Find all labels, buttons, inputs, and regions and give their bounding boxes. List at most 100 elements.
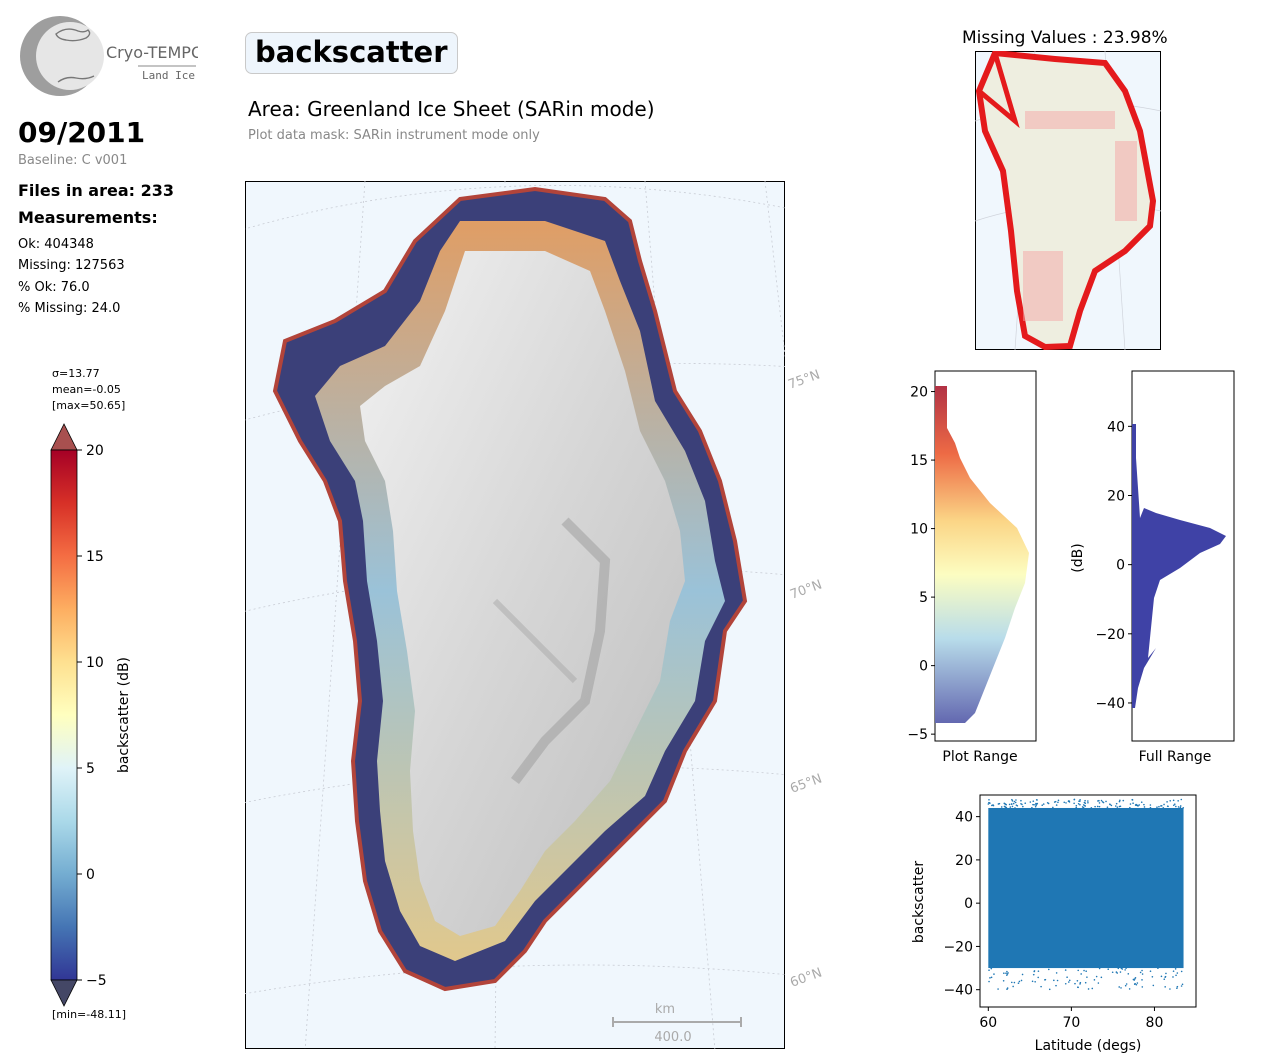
full-range-tick-3: −20 <box>1095 627 1125 643</box>
scatter-point <box>1169 799 1172 802</box>
scatter-point <box>1125 983 1128 985</box>
scatter-point <box>1079 981 1082 984</box>
scatter-point <box>1052 806 1054 809</box>
stat-pct-ok: % Ok: 76.0 <box>18 280 90 295</box>
scatter-point <box>1135 804 1137 807</box>
missing-values-map[interactable] <box>974 49 1163 352</box>
scatter-point <box>1136 982 1139 984</box>
scatter-point <box>1063 801 1066 804</box>
scatter-point <box>1176 987 1178 989</box>
area-title: Area: Greenland Ice Sheet (SARin mode) <box>248 97 655 121</box>
scatter-point <box>1007 972 1009 974</box>
scatter-point <box>1125 967 1127 969</box>
scatter-point <box>1000 806 1003 808</box>
scatter-point <box>993 973 995 975</box>
scatter-point <box>1138 804 1140 806</box>
scatter-point <box>1177 800 1179 802</box>
scatter-point <box>1055 804 1058 806</box>
scatter-point <box>1141 969 1143 972</box>
scatter-point <box>1068 800 1070 802</box>
scatter-point <box>1065 802 1067 804</box>
main-map[interactable]: 80°N75°N70°N65°N60°N 75°N70°N65°N60°N km… <box>204 181 825 1051</box>
scatter-point <box>1157 967 1159 970</box>
scatter-point <box>988 969 990 972</box>
scatter-point <box>1040 985 1042 988</box>
scatter-point <box>1079 983 1081 985</box>
plot-range-tick-5: −5 <box>907 727 928 743</box>
scatter-point <box>1119 971 1122 973</box>
scatter-point <box>1134 982 1136 985</box>
scatter-point <box>1041 804 1044 807</box>
full-range-tick-4: −40 <box>1095 696 1125 712</box>
scatter-point <box>1135 983 1138 986</box>
scatter-point <box>1034 980 1036 983</box>
scatter-point <box>1064 969 1067 971</box>
scatter-point <box>1132 802 1134 804</box>
scatter-point <box>1128 988 1131 990</box>
greenland-data <box>272 186 748 992</box>
scatter-point <box>1077 803 1080 805</box>
scatter-point <box>1139 971 1142 974</box>
scatter-point <box>1102 801 1105 804</box>
scatter-point <box>1034 805 1037 808</box>
full-range-tick-0: 40 <box>1107 419 1125 435</box>
colorbar-min: [min=-48.11] <box>52 1008 127 1021</box>
scatter-point <box>1173 803 1176 805</box>
scatter-ytick-0: 40 <box>955 810 973 826</box>
scatter-point <box>1149 970 1152 973</box>
scatter-point <box>1158 805 1160 808</box>
colorbar: 20 15 10 5 0 −5 backscatter (dB) <box>40 420 160 1010</box>
stat-ok: Ok: 404348 <box>18 237 94 252</box>
cryo-tempo-logo: Cryo-TEMPO Land Ice <box>18 16 204 100</box>
variable-title: backscatter <box>245 32 458 74</box>
scatter-point <box>1013 981 1016 984</box>
scatter-point <box>1107 968 1110 970</box>
scatter-point <box>1047 968 1050 971</box>
full-range-tick-2: 0 <box>1116 558 1125 574</box>
scatter-point <box>1166 801 1168 803</box>
scatter-point <box>1005 803 1007 806</box>
scatter-point <box>1180 985 1183 987</box>
scatter-point <box>1110 804 1113 807</box>
scatter-point <box>1003 972 1005 975</box>
scatter-point <box>1084 981 1087 984</box>
scatter-point <box>989 977 991 979</box>
scatter-point <box>1053 801 1056 803</box>
scatter-point <box>1075 804 1078 807</box>
scatter-point <box>1096 805 1099 808</box>
scatter-point <box>1087 800 1089 802</box>
scatter-point <box>1084 805 1087 807</box>
scatter-point <box>1116 806 1119 808</box>
colorbar-stats: σ=13.77 mean=-0.05 [max=50.65] <box>52 366 125 414</box>
colorbar-tick-1: 15 <box>86 549 104 565</box>
scatter-point <box>1036 803 1038 805</box>
scatter-xtick-1: 70 <box>1062 1015 1080 1031</box>
scatter-point <box>1152 984 1155 987</box>
scatter-point <box>1094 805 1096 808</box>
scatter-point <box>1175 805 1177 808</box>
scatter-point <box>1080 973 1082 975</box>
scatter-point <box>1163 803 1165 806</box>
scatter-point <box>1164 975 1167 978</box>
lat-label-right-2: 65°N <box>788 771 824 796</box>
scatter-point <box>1082 806 1085 809</box>
scatter-point <box>1132 978 1135 981</box>
scatter-point <box>1163 978 1166 981</box>
scatter-point <box>1055 984 1057 987</box>
scatter-point <box>988 799 990 801</box>
scatter-point <box>1100 976 1103 979</box>
scatter-point <box>1018 980 1021 983</box>
scatter-point <box>1143 806 1146 808</box>
scatter-point <box>1031 980 1034 983</box>
scatter-point <box>1127 973 1130 975</box>
files-count: Files in area: 233 <box>18 181 174 200</box>
scatter-point <box>1029 801 1032 803</box>
scale-bar-unit: km <box>655 1002 675 1017</box>
scatter-point <box>1073 802 1075 805</box>
scatter-point <box>1114 805 1117 807</box>
scatter-point <box>1119 805 1122 808</box>
scatter-point <box>1021 803 1023 806</box>
plot-range-histogram-bars <box>935 386 1029 723</box>
scatter-point <box>1118 800 1121 803</box>
scatter-point <box>989 802 991 805</box>
